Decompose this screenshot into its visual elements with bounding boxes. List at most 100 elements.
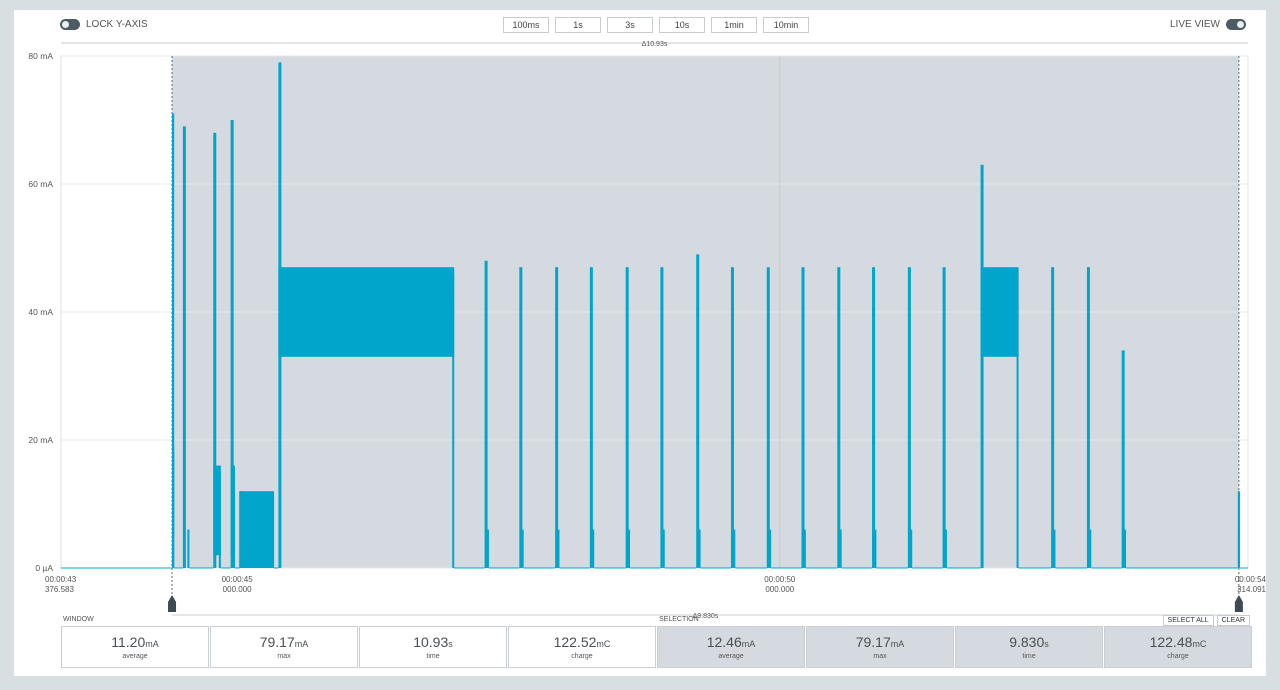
selection-stat-label: charge <box>1167 653 1189 660</box>
window-stat-unit: mA <box>294 639 309 649</box>
lock-y-axis-switch-icon[interactable] <box>60 19 80 30</box>
window-stat-label: average <box>122 653 148 660</box>
selection-buttons: SELECT ALL CLEAR <box>1160 615 1250 626</box>
series-burst-edge <box>628 529 631 568</box>
selection-stat-time: 9.830s time <box>955 626 1103 668</box>
selection-stat-label: average <box>718 653 744 660</box>
zoom-button-10s[interactable]: 10s <box>659 17 705 33</box>
series-burst-edge <box>1053 529 1056 568</box>
selection-stat-label: max <box>873 653 887 660</box>
series-burst-spike <box>872 267 876 568</box>
selection-stats: 12.46mA average 79.17mA max 9.830s time 122.48… <box>657 626 1253 668</box>
series-burst-spike <box>660 267 664 568</box>
zoom-button-3s[interactable]: 3s <box>607 17 653 33</box>
window-stat-unit: s <box>448 639 453 649</box>
window-stat-value: 79.17mA <box>211 634 357 650</box>
series-burst-spike <box>1051 267 1055 568</box>
series-burst-edge <box>452 273 455 568</box>
series-burst-edge <box>557 529 560 568</box>
selection-stat-average: 12.46mA average <box>657 626 805 668</box>
x-tick-ms: 000.000 <box>765 585 794 594</box>
series-burst-spike <box>907 267 911 568</box>
window-stat-label: charge <box>571 653 593 660</box>
series-burst-edge <box>698 529 701 568</box>
series-burst-band <box>278 267 455 357</box>
series-burst-edge <box>592 529 595 568</box>
series-burst-edge <box>910 529 913 568</box>
series-burst-spike <box>801 267 805 568</box>
series-burst-spike <box>980 164 984 569</box>
window-stat-unit: mA <box>145 639 159 649</box>
selection-handle-icon[interactable] <box>1234 595 1243 612</box>
lock-y-axis-label: LOCK Y-AXIS <box>86 19 148 30</box>
zoom-button-1s[interactable]: 1s <box>555 17 601 33</box>
series-burst-edge <box>1016 273 1019 568</box>
selection-stat-number: 122.48 <box>1149 634 1193 650</box>
window-stat-label: time <box>426 653 440 660</box>
selection-stat-max: 79.17mA max <box>806 626 954 668</box>
window-stat-value: 11.20mA <box>62 634 208 650</box>
window-span-label: Δ10.93s <box>642 41 668 48</box>
lock-y-axis-toggle[interactable]: LOCK Y-AXIS <box>60 19 148 30</box>
y-tick-label: 40 mA <box>28 307 53 317</box>
series-burst-spike <box>278 62 282 569</box>
selection-stat-value: 12.46mA <box>658 634 804 650</box>
series-burst-spike <box>696 254 700 568</box>
current-series <box>61 62 1248 569</box>
series-burst-spike <box>519 267 523 568</box>
window-stat-unit: mC <box>596 639 611 649</box>
series-burst-spike <box>172 113 175 568</box>
series-burst-edge <box>232 472 235 568</box>
series-burst-band <box>213 465 221 556</box>
selection-stat-number: 79.17 <box>855 634 891 650</box>
series-burst-band <box>239 491 275 568</box>
window-stats: 11.20mA average 79.17mA max 10.93s time 122.52… <box>61 626 657 668</box>
y-tick-label: 60 mA <box>28 179 53 189</box>
selection-stat-charge: 122.48mC charge <box>1104 626 1252 668</box>
series-burst-edge <box>874 529 877 568</box>
selection-handle-icon[interactable] <box>168 595 177 612</box>
series-burst-edge <box>769 529 772 568</box>
series-burst-edge <box>1124 529 1127 568</box>
selection-section-label: SELECTION <box>659 616 699 623</box>
selection-stat-label: time <box>1022 653 1036 660</box>
series-burst-edge <box>272 497 275 568</box>
series-burst-edge <box>839 529 842 568</box>
window-stat-charge: 122.52mC charge <box>508 626 656 668</box>
series-burst-spike <box>837 267 841 568</box>
selection-stat-value: 122.48mC <box>1105 634 1251 650</box>
series-burst-edge <box>662 529 665 568</box>
series-burst-spike <box>230 120 234 568</box>
series-burst-edge <box>486 529 489 568</box>
series-burst-spike <box>730 267 734 568</box>
zoom-button-group: 100ms 1s 3s 10s 1min 10min <box>503 17 815 33</box>
series-burst-spike <box>589 267 593 568</box>
zoom-button-1min[interactable]: 1min <box>711 17 757 33</box>
x-tick-time: 00:00:45 <box>222 575 254 584</box>
live-view-switch-icon[interactable] <box>1226 19 1246 30</box>
x-tick-time: 00:00:50 <box>764 575 796 584</box>
clear-button[interactable]: CLEAR <box>1216 615 1250 626</box>
series-burst-edge <box>1237 529 1240 568</box>
live-view-label: LIVE VIEW <box>1169 19 1220 30</box>
zoom-button-100ms[interactable]: 100ms <box>503 17 549 33</box>
zoom-button-10min[interactable]: 10min <box>763 17 809 33</box>
window-stat-label: max <box>277 653 291 660</box>
window-stat-max: 79.17mA max <box>210 626 358 668</box>
series-burst-edge <box>803 529 806 568</box>
selection-stat-number: 12.46 <box>706 634 742 650</box>
series-burst-spike <box>182 126 186 569</box>
current-chart[interactable]: Δ10.93s 80 mA 60 mA 40 mA 20 mA 0 µA Δ9.830s 00… <box>14 34 1266 634</box>
y-tick-label: 80 mA <box>28 51 53 61</box>
window-section-label: WINDOW <box>63 616 94 623</box>
window-stat-number: 122.52 <box>553 634 597 650</box>
x-tick-ms: 314.091 <box>1237 585 1266 594</box>
select-all-button[interactable]: SELECT ALL <box>1162 615 1214 626</box>
live-view-toggle[interactable]: LIVE VIEW <box>1170 19 1246 30</box>
series-burst-edge <box>944 529 947 568</box>
x-tick-ms: 000.000 <box>223 585 252 594</box>
window-stat-number: 10.93 <box>413 634 449 650</box>
series-burst-edge <box>218 472 221 568</box>
series-burst-spike <box>555 267 559 568</box>
series-burst-edge <box>733 529 736 568</box>
